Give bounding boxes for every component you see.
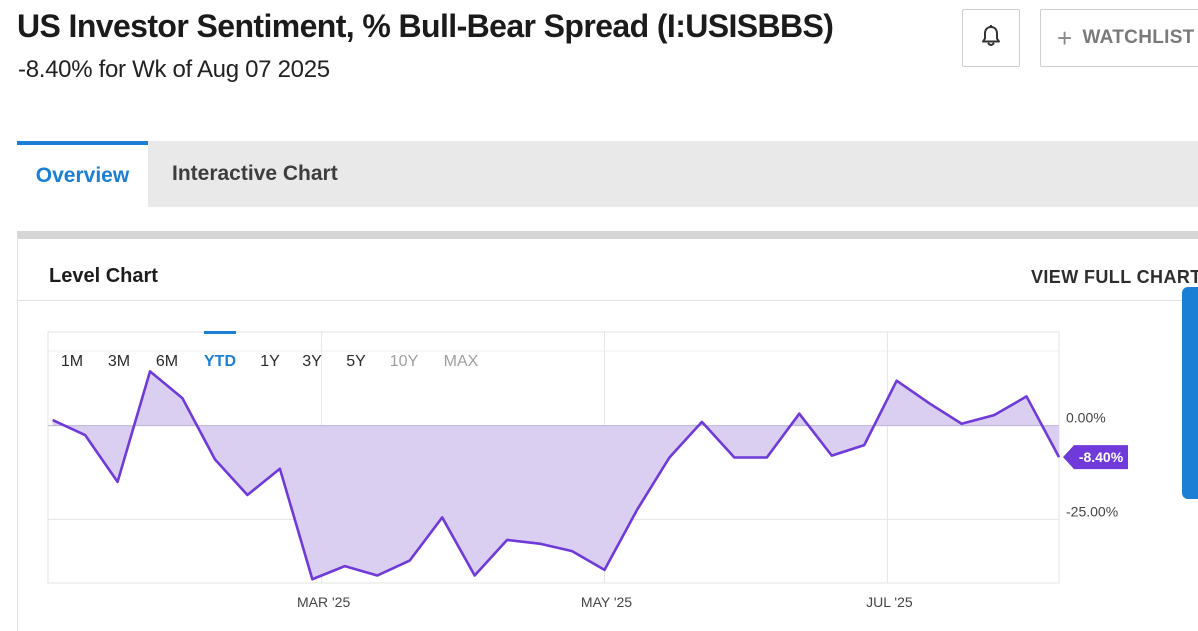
tab-interactive-chart[interactable]: Interactive Chart xyxy=(172,162,338,185)
x-tick-label: MAY '25 xyxy=(581,594,632,610)
last-value-label: -8.40% xyxy=(1079,449,1124,465)
range-button-max: MAX xyxy=(444,353,479,370)
watchlist-button[interactable]: + WATCHLIST xyxy=(1040,9,1198,67)
range-button-3m[interactable]: 3M xyxy=(108,353,130,370)
range-button-5y[interactable]: 5Y xyxy=(346,353,366,370)
series-line xyxy=(52,370,1061,581)
plus-icon: + xyxy=(1057,23,1073,53)
series-area xyxy=(52,371,1059,580)
range-button-6m[interactable]: 6M xyxy=(156,353,178,370)
y-tick-label: 0.00% xyxy=(1066,410,1106,426)
feedback-side-tab[interactable] xyxy=(1182,287,1198,499)
range-button-3y[interactable]: 3Y xyxy=(302,353,322,370)
tab-overview[interactable]: Overview xyxy=(17,141,148,207)
latest-value-subtitle: -8.40% for Wk of Aug 07 2025 xyxy=(18,56,330,83)
range-button-10y: 10Y xyxy=(390,353,419,370)
y-tick-label: -25.00% xyxy=(1066,503,1118,519)
bell-icon xyxy=(980,24,1002,53)
tab-bar: Overview Interactive Chart xyxy=(17,141,1198,207)
x-tick-label: MAR '25 xyxy=(297,594,350,610)
range-button-ytd[interactable]: YTD xyxy=(204,353,236,370)
last-value-badge xyxy=(1063,445,1128,470)
watchlist-label: WATCHLIST xyxy=(1082,27,1195,48)
view-full-chart-link[interactable]: VIEW FULL CHART xyxy=(1031,267,1198,287)
panel-divider xyxy=(18,300,1198,301)
range-button-1m[interactable]: 1M xyxy=(61,353,83,370)
page-title: US Investor Sentiment, % Bull-Bear Sprea… xyxy=(17,8,834,44)
range-active-indicator xyxy=(204,331,236,334)
alert-button[interactable] xyxy=(962,9,1020,67)
x-tick-label: JUL '25 xyxy=(866,594,913,610)
range-button-1y[interactable]: 1Y xyxy=(260,353,280,370)
panel-title: Level Chart xyxy=(49,265,158,287)
plot-frame xyxy=(47,331,1060,584)
